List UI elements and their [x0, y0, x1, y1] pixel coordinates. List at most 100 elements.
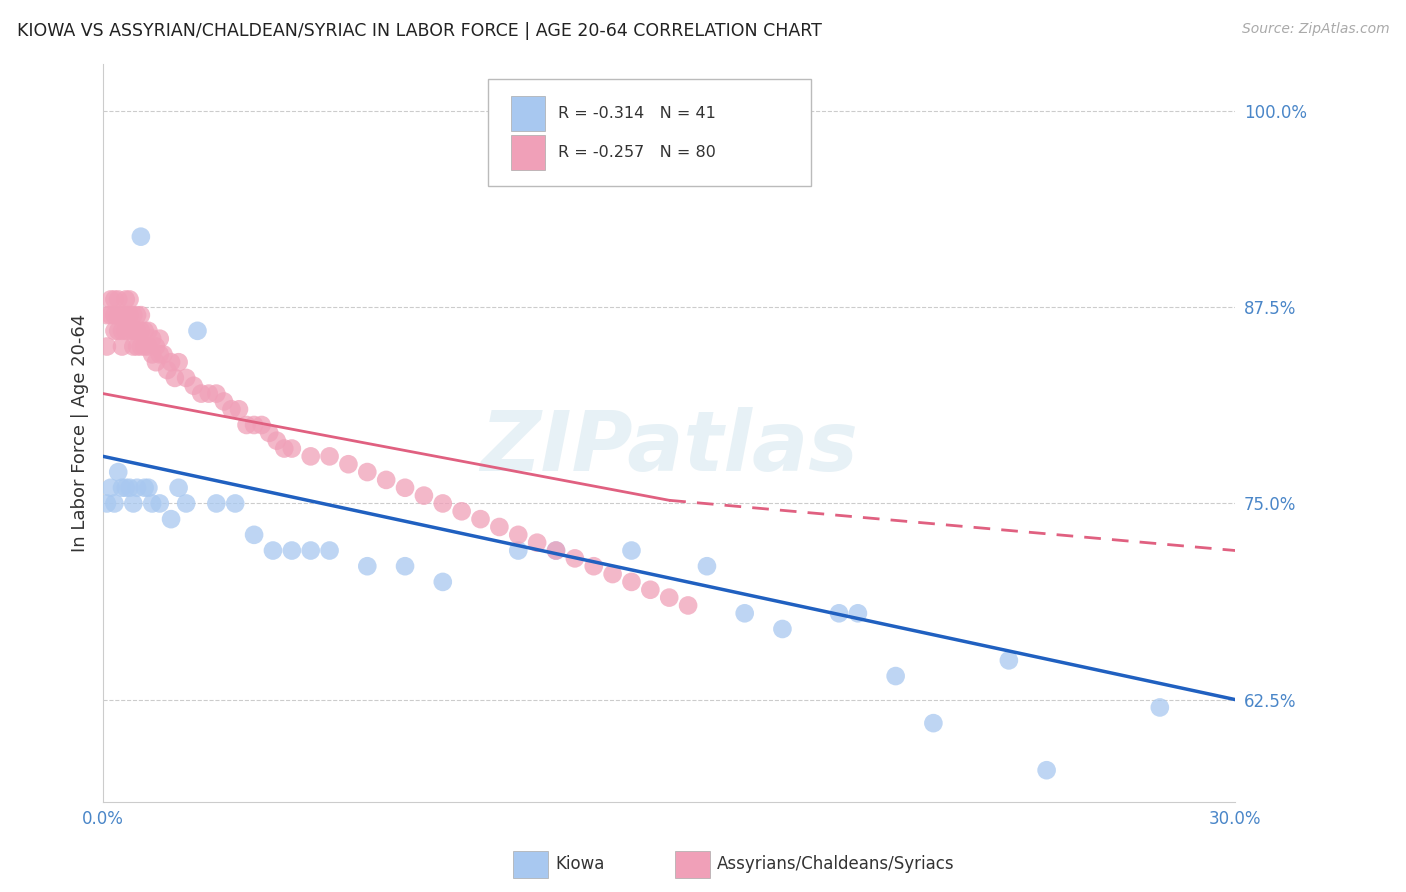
Point: [160, 355, 183, 369]
Point: [186, 324, 208, 338]
Point: [127, 324, 149, 338]
Point: [266, 434, 288, 448]
Point: [118, 308, 141, 322]
Point: [122, 339, 145, 353]
Point: [100, 308, 122, 322]
Point: [127, 481, 149, 495]
Point: [163, 371, 186, 385]
Point: [564, 551, 586, 566]
Point: [318, 450, 340, 464]
Point: [122, 324, 145, 338]
Text: Assyrians/Chaldeans/Syriacs: Assyrians/Chaldeans/Syriacs: [717, 855, 955, 873]
Bar: [510, 95, 544, 131]
Point: [205, 496, 228, 510]
Point: [174, 371, 197, 385]
Point: [281, 442, 304, 456]
Point: [118, 293, 141, 307]
Point: [103, 496, 125, 510]
Point: [138, 481, 160, 495]
Point: [183, 378, 205, 392]
Point: [152, 347, 174, 361]
Point: [394, 481, 416, 495]
Point: [111, 339, 134, 353]
Point: [337, 457, 360, 471]
Point: [107, 324, 129, 338]
Point: [122, 308, 145, 322]
Point: [262, 543, 284, 558]
Point: [149, 496, 172, 510]
Point: [167, 355, 190, 369]
Point: [356, 465, 378, 479]
Point: [658, 591, 681, 605]
Point: [299, 543, 322, 558]
Point: [107, 465, 129, 479]
Point: [488, 520, 510, 534]
Point: [828, 607, 851, 621]
Point: [432, 496, 454, 510]
Point: [100, 293, 122, 307]
Point: [413, 489, 436, 503]
Point: [212, 394, 235, 409]
Point: [118, 481, 141, 495]
Point: [394, 559, 416, 574]
Point: [149, 332, 172, 346]
Text: ZIPatlas: ZIPatlas: [481, 407, 858, 488]
Point: [250, 417, 273, 432]
Point: [134, 339, 156, 353]
Point: [432, 574, 454, 589]
Text: Source: ZipAtlas.com: Source: ZipAtlas.com: [1241, 22, 1389, 37]
Point: [273, 442, 295, 456]
Point: [129, 339, 152, 353]
Point: [134, 481, 156, 495]
Point: [129, 324, 152, 338]
Point: [114, 481, 136, 495]
Point: [160, 512, 183, 526]
Point: [884, 669, 907, 683]
Point: [129, 308, 152, 322]
Point: [198, 386, 221, 401]
Point: [620, 543, 643, 558]
Point: [103, 293, 125, 307]
Point: [107, 293, 129, 307]
Point: [138, 324, 160, 338]
Point: [318, 543, 340, 558]
Point: [228, 402, 250, 417]
Point: [141, 332, 163, 346]
Point: [235, 417, 257, 432]
Point: [127, 339, 149, 353]
Point: [544, 543, 567, 558]
Point: [281, 543, 304, 558]
Point: [127, 308, 149, 322]
Point: [141, 496, 163, 510]
Point: [998, 653, 1021, 667]
Point: [122, 496, 145, 510]
Text: R = -0.257   N = 80: R = -0.257 N = 80: [558, 145, 716, 160]
Point: [676, 599, 699, 613]
Point: [96, 496, 118, 510]
Point: [111, 324, 134, 338]
Point: [96, 308, 118, 322]
Point: [1149, 700, 1171, 714]
Point: [450, 504, 472, 518]
Point: [770, 622, 793, 636]
Point: [145, 355, 167, 369]
Point: [96, 339, 118, 353]
Point: [544, 543, 567, 558]
Point: [1035, 763, 1057, 777]
Point: [922, 716, 945, 731]
Point: [141, 347, 163, 361]
Point: [356, 559, 378, 574]
FancyBboxPatch shape: [488, 78, 811, 186]
Point: [243, 528, 266, 542]
Point: [174, 496, 197, 510]
Point: [103, 308, 125, 322]
Point: [111, 481, 134, 495]
Point: [221, 402, 243, 417]
Point: [470, 512, 492, 526]
Point: [602, 567, 624, 582]
Point: [846, 607, 869, 621]
Text: Kiowa: Kiowa: [555, 855, 605, 873]
Point: [114, 308, 136, 322]
Point: [526, 535, 548, 549]
Point: [111, 308, 134, 322]
